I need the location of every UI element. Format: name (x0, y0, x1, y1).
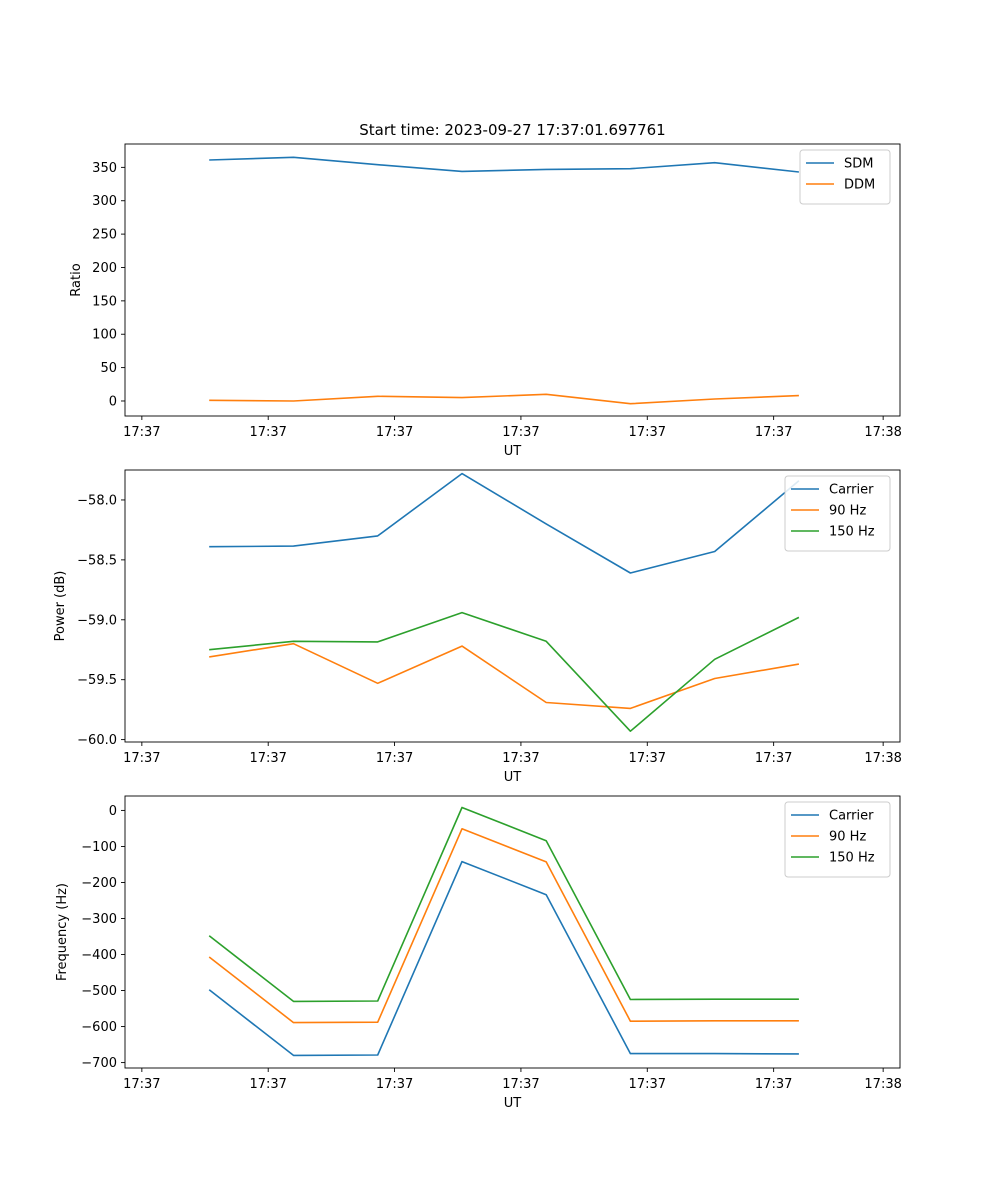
power-axes-frame (124, 469, 901, 743)
y-tick-label: 0 (109, 804, 117, 819)
y-tick-label: 250 (92, 228, 117, 243)
x-tick-label: 17:37 (376, 1077, 413, 1092)
legend-label-150-hz: 150 Hz (829, 525, 875, 540)
legend-box (784, 475, 891, 552)
x-tick-label: 17:37 (629, 1077, 666, 1092)
y-axis-label: Power (dB) (53, 571, 68, 642)
frequency-axes-frame (124, 795, 901, 1069)
legend-label-carrier: Carrier (829, 483, 874, 498)
power-panel: 17:37 17:37 17:37 17:37 17:37 17:37 17:38 −58.0… (53, 469, 902, 785)
x-axis-label: UT (504, 444, 522, 459)
frequency-panel: 17:37 17:37 17:37 17:37 17:37 17:37 17:38 0 −100… (55, 795, 902, 1111)
y-tick-label: −58.5 (77, 553, 117, 568)
x-tick-label: 17:38 (864, 1077, 901, 1092)
series-line-90-hz (209, 642, 800, 710)
legend: SDM DDM (799, 149, 891, 205)
y-tick-label: −500 (81, 984, 117, 999)
y-tick-label: 150 (92, 294, 117, 309)
legend: Carrier 90 Hz 150 Hz (784, 801, 891, 878)
legend-label-90-hz: 90 Hz (829, 830, 866, 845)
series-line-carrier (208, 860, 799, 1057)
y-tick-label: −60.0 (77, 733, 117, 748)
x-tick-label: 17:37 (376, 751, 413, 766)
series-line-90-hz (208, 827, 799, 1024)
y-tick-label: −59.5 (77, 673, 117, 688)
ratio-axes-frame (124, 143, 901, 417)
x-tick-label: 17:37 (755, 751, 792, 766)
x-tick-label: 17:37 (502, 1077, 539, 1092)
series-line-carrier (209, 472, 800, 574)
legend-label-150-hz: 150 Hz (829, 851, 875, 866)
x-tick-label: 17:37 (755, 1077, 792, 1092)
legend-label-carrier: Carrier (829, 809, 874, 824)
x-tick-label: 17:37 (249, 1077, 286, 1092)
x-tick-label: 17:37 (629, 751, 666, 766)
legend: Carrier 90 Hz 150 Hz (784, 475, 891, 552)
y-tick-label: −700 (81, 1056, 117, 1071)
legend-box (784, 801, 891, 878)
y-tick-label: −400 (81, 948, 117, 963)
x-tick-label: 17:37 (123, 1077, 160, 1092)
chart-title: Start time: 2023-09-27 17:37:01.697761 (359, 121, 665, 139)
x-axis-label: UT (504, 1096, 522, 1111)
x-tick-label: 17:38 (864, 425, 901, 440)
legend-label-90-hz: 90 Hz (829, 504, 866, 519)
y-tick-label: 0 (109, 394, 117, 409)
x-tick-label: 17:37 (249, 425, 286, 440)
legend-label-ddm: DDM (844, 178, 875, 193)
y-tick-label: 50 (100, 361, 117, 376)
x-axis-label: UT (504, 770, 522, 785)
series-line-150-hz (208, 806, 799, 1003)
x-tick-label: 17:37 (502, 425, 539, 440)
legend-label-sdm: SDM (844, 157, 873, 172)
series-line-ddm (209, 393, 799, 405)
y-tick-label: −600 (81, 1020, 117, 1035)
series-line-150-hz (209, 611, 800, 733)
y-tick-label: 300 (92, 194, 117, 209)
y-axis-label: Ratio (69, 263, 84, 296)
y-tick-label: −59.0 (77, 613, 117, 628)
y-tick-label: −300 (81, 912, 117, 927)
y-tick-label: 200 (92, 261, 117, 276)
y-axis-label: Frequency (Hz) (55, 883, 70, 981)
ratio-panel: Start time: 2023-09-27 17:37:01.697761 17… (69, 121, 902, 459)
x-tick-label: 17:37 (123, 425, 160, 440)
y-tick-label: −100 (81, 840, 117, 855)
series-line-sdm (209, 156, 799, 173)
x-tick-label: 17:38 (864, 751, 901, 766)
y-tick-label: −200 (81, 876, 117, 891)
x-tick-label: 17:37 (629, 425, 666, 440)
x-tick-label: 17:37 (755, 425, 792, 440)
x-tick-label: 17:37 (123, 751, 160, 766)
y-tick-label: −58.0 (77, 493, 117, 508)
x-tick-label: 17:37 (376, 425, 413, 440)
x-tick-label: 17:37 (249, 751, 286, 766)
y-tick-label: 100 (92, 328, 117, 343)
y-tick-label: 350 (92, 161, 117, 176)
x-tick-label: 17:37 (502, 751, 539, 766)
